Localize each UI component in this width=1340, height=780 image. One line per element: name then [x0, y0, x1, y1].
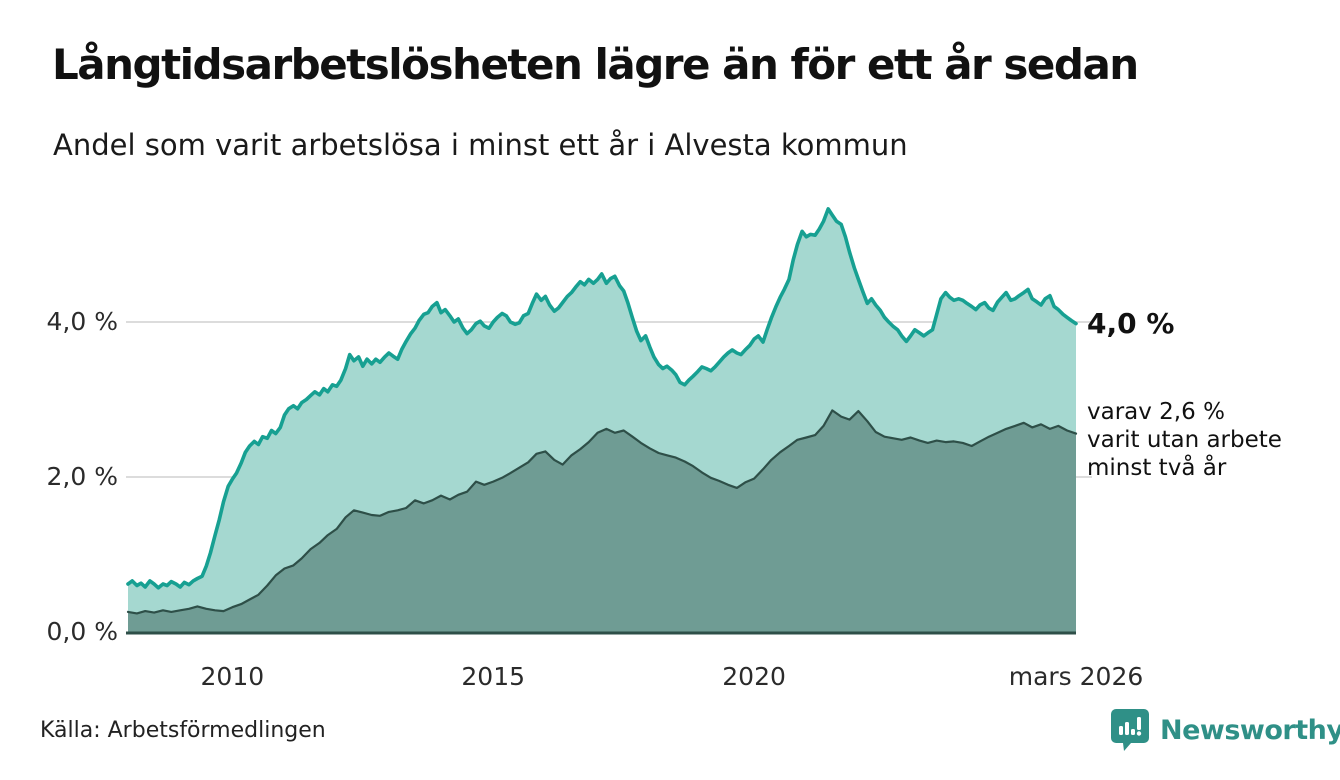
- area-unemployed-two-years: [128, 410, 1076, 632]
- secondary-annotation-line-1: varav 2,6 %: [1087, 399, 1225, 425]
- newsworthy-logo-icon: [1111, 709, 1149, 751]
- newsworthy-logo: Newsworthy: [1110, 708, 1340, 752]
- source-attribution: Källa: Arbetsförmedlingen: [40, 718, 326, 743]
- secondary-annotation-line-3: minst två år: [1087, 455, 1227, 481]
- primary-end-value-label: 4,0 %: [1087, 307, 1175, 340]
- y-tick-label: 0,0 %: [46, 617, 118, 646]
- line-unemployed-two-years: [126, 409, 1078, 615]
- x-tick-label: 2015: [461, 662, 526, 691]
- y-tick-label: 2,0 %: [46, 462, 118, 491]
- page-subtitle: Andel som varit arbetslösa i minst ett å…: [53, 128, 908, 162]
- secondary-end-annotation: varav 2,6 % varit utan arbete minst två …: [1087, 398, 1282, 482]
- x-tick-label: 2020: [722, 662, 786, 691]
- secondary-annotation-line-2: varit utan arbete: [1087, 427, 1282, 453]
- y-tick-label: 4,0 %: [46, 307, 118, 336]
- x-tick-label: mars 2026: [1008, 662, 1144, 691]
- line-unemployed-one-year: [126, 207, 1078, 590]
- x-tick-label: 2010: [200, 662, 265, 691]
- newsworthy-logo-text: Newsworthy: [1160, 714, 1340, 746]
- page-title: Långtidsarbetslösheten lägre än för ett …: [52, 40, 1139, 89]
